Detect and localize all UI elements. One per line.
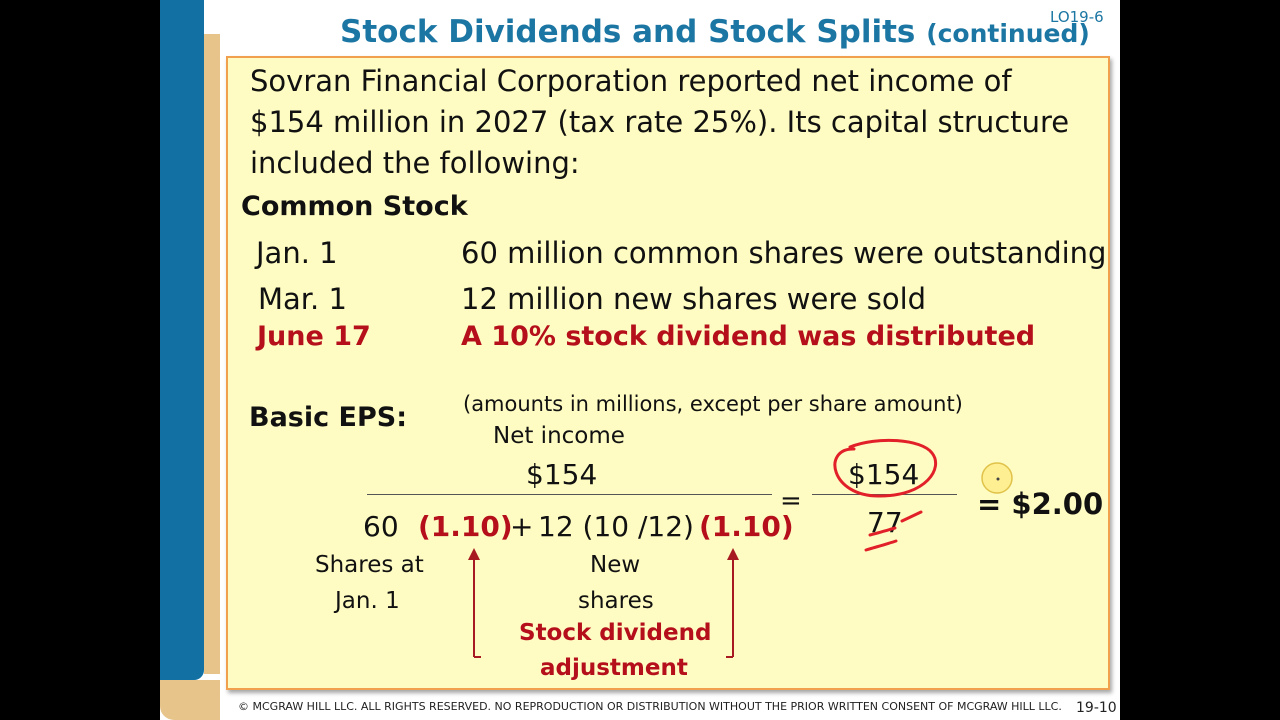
annotation-overlay: [468, 438, 1013, 658]
event-text-3: A 10% stock dividend was distributed: [461, 321, 1036, 352]
section-heading: Common Stock: [241, 191, 468, 222]
eps-label: Basic EPS:: [249, 402, 408, 433]
intro-line-3: included the following:: [250, 146, 580, 180]
denominator-plus: +: [510, 510, 534, 543]
event-text-1: 60 million common shares were outstandin…: [461, 236, 1107, 270]
second-numerator: $154: [848, 458, 920, 491]
fraction-line-1: [367, 494, 772, 495]
cursor-dot: [996, 477, 1000, 481]
label-adj-line-2: adjustment: [540, 655, 688, 681]
learning-objective-tag: LO19-6: [1050, 8, 1104, 26]
event-date-2: Mar. 1: [258, 282, 347, 316]
decorative-blue-bar: [160, 0, 204, 680]
slide-title: Stock Dividends and Stock Splits (contin…: [340, 14, 1090, 50]
numerator-label: Net income: [493, 423, 625, 449]
content-box: [226, 56, 1110, 690]
denominator-adj-1: (1.10): [418, 510, 513, 543]
denominator-new-shares: 12 (10 /12): [538, 510, 694, 543]
decorative-tan-corner: [160, 680, 220, 720]
slide: Stock Dividends and Stock Splits (contin…: [160, 0, 1120, 720]
slide-title-main: Stock Dividends and Stock Splits: [340, 14, 916, 50]
eps-note: (amounts in millions, except per share a…: [463, 392, 963, 416]
event-date-3: June 17: [257, 321, 371, 352]
equals-sign: =: [780, 486, 802, 516]
event-text-2: 12 million new shares were sold: [461, 282, 927, 316]
label-shares-line-2: Jan. 1: [335, 588, 400, 614]
page-number: 19-10: [1076, 700, 1117, 716]
label-shares-line-1: Shares at: [315, 552, 424, 578]
numerator-value: $154: [526, 458, 598, 491]
denominator-adj-2: (1.10): [699, 510, 794, 543]
label-adj-line-1: Stock dividend: [519, 620, 712, 646]
label-new-line-1: New: [590, 552, 641, 578]
bracket-arrows: [468, 548, 739, 658]
intro-line-2: $154 million in 2027 (tax rate 25%). Its…: [250, 105, 1070, 139]
handwritten-circle-mark: [833, 438, 938, 552]
denominator-base: 60: [363, 510, 399, 543]
decorative-tan-bar: [204, 34, 220, 674]
intro-line-1: Sovran Financial Corporation reported ne…: [250, 64, 1012, 98]
event-date-1: Jan. 1: [256, 236, 338, 270]
label-new-line-2: shares: [578, 588, 654, 614]
slide-title-suffix: (continued): [926, 19, 1090, 48]
copyright-footer: © MCGRAW HILL LLC. ALL RIGHTS RESERVED. …: [238, 700, 1062, 713]
